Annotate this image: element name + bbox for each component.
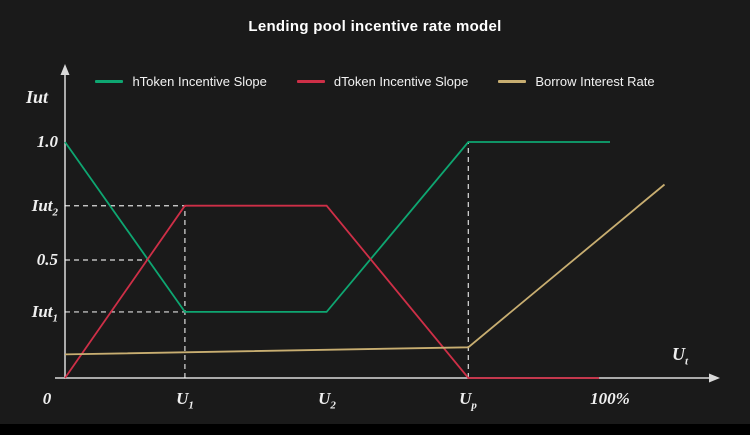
legend-label-dtoken: dToken Incentive Slope <box>333 74 469 89</box>
y-axis-arrow-icon <box>60 64 70 75</box>
htoken-line-swatch-icon <box>95 80 124 83</box>
y-tick-iut1: Iut1 <box>31 302 58 325</box>
x-tick-100pct: 100% <box>590 389 630 408</box>
x-tick-0: 0 <box>42 389 52 408</box>
legend-item-borrow: Borrow Interest Rate <box>498 74 655 89</box>
x-tick-up: Up <box>459 389 477 412</box>
series-line-borrow-interest-rate <box>64 183 666 356</box>
legend-label-borrow: Borrow Interest Rate <box>535 74 655 89</box>
dtoken-line-swatch-icon <box>296 80 325 83</box>
x-tick-u1: U1 <box>176 389 194 412</box>
bottom-bar <box>0 424 750 435</box>
legend-item-dtoken: dToken Incentive Slope <box>296 74 469 89</box>
chart-legend: hToken Incentive Slope dToken Incentive … <box>0 74 750 89</box>
y-tick-iut2: Iut2 <box>31 196 58 219</box>
y-tick-1.0: 1.0 <box>36 132 58 151</box>
x-axis-arrow-icon <box>709 373 720 383</box>
x-tick-u2: U2 <box>318 389 336 412</box>
y-axis-title: Iut <box>26 87 49 107</box>
series-line-htoken-incentive-slope <box>64 141 610 313</box>
x-axis-title: Ut <box>672 344 689 368</box>
series-line-dtoken-incentive-slope <box>64 204 600 379</box>
legend-item-htoken: hToken Incentive Slope <box>95 74 267 89</box>
page-title: Lending pool incentive rate model <box>248 18 502 35</box>
y-tick-0.5: 0.5 <box>36 250 58 269</box>
borrow-line-swatch-icon <box>498 80 527 83</box>
legend-label-htoken: hToken Incentive Slope <box>132 74 267 89</box>
